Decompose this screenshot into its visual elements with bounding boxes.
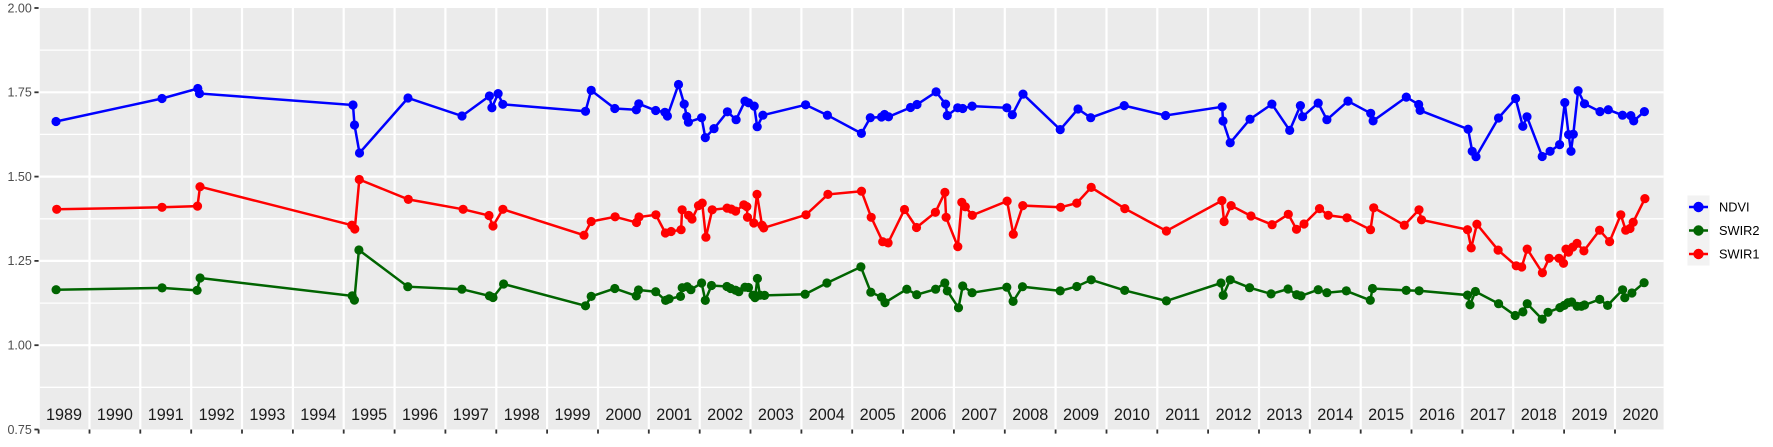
svg-text:2011: 2011 [1165,406,1200,424]
svg-text:1994: 1994 [300,406,336,424]
svg-text:2000: 2000 [605,406,641,424]
svg-text:2.00: 2.00 [7,1,31,15]
svg-text:2014: 2014 [1317,406,1353,424]
svg-text:2003: 2003 [758,406,794,424]
svg-text:1.50: 1.50 [7,170,31,184]
svg-text:2020: 2020 [1622,406,1658,424]
svg-text:SWIR2: SWIR2 [1719,223,1760,238]
svg-text:1.00: 1.00 [7,339,31,353]
svg-text:2019: 2019 [1571,406,1607,424]
svg-text:2007: 2007 [961,406,997,424]
svg-text:1989: 1989 [46,406,82,424]
svg-text:1.75: 1.75 [7,86,31,100]
svg-text:2006: 2006 [910,406,946,424]
svg-text:1992: 1992 [199,406,235,424]
svg-text:2017: 2017 [1470,406,1506,424]
svg-text:1990: 1990 [97,406,133,424]
svg-text:NDVI: NDVI [1719,199,1750,214]
svg-text:2018: 2018 [1521,406,1557,424]
svg-text:1995: 1995 [351,406,387,424]
svg-text:1998: 1998 [504,406,540,424]
svg-text:1997: 1997 [453,406,489,424]
svg-text:2008: 2008 [1012,406,1048,424]
svg-text:1991: 1991 [148,406,184,424]
svg-text:2016: 2016 [1419,406,1455,424]
svg-text:2010: 2010 [1114,406,1150,424]
svg-text:SWIR1: SWIR1 [1719,246,1760,261]
svg-text:1.25: 1.25 [7,254,31,268]
svg-text:0.75: 0.75 [7,423,31,437]
svg-text:2009: 2009 [1063,406,1099,424]
svg-text:1999: 1999 [554,406,590,424]
svg-text:2015: 2015 [1368,406,1404,424]
svg-text:2004: 2004 [809,406,845,424]
svg-text:2001: 2001 [656,406,692,424]
svg-text:2013: 2013 [1266,406,1302,424]
svg-text:1996: 1996 [402,406,438,424]
svg-text:2012: 2012 [1216,406,1252,424]
svg-text:2005: 2005 [860,406,896,424]
svg-text:1993: 1993 [249,406,285,424]
svg-text:2002: 2002 [707,406,743,424]
